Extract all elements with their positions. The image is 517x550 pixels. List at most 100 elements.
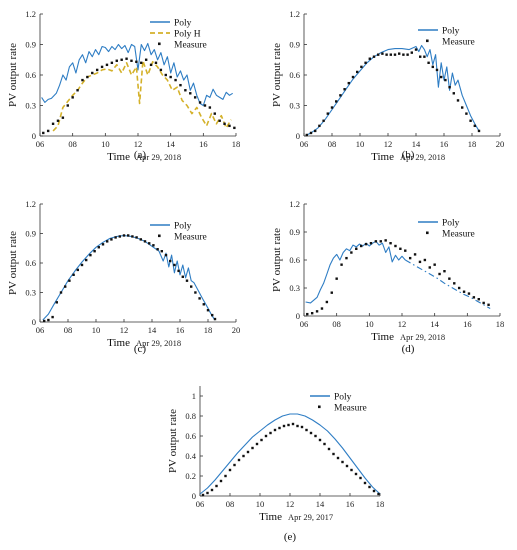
data-point xyxy=(64,285,67,288)
x-tick-label: 10 xyxy=(356,139,365,149)
y-tick-label: 0.9 xyxy=(25,229,36,239)
series-measure xyxy=(42,57,236,135)
legend-marker xyxy=(318,405,321,409)
y-tick-label: 0.6 xyxy=(289,70,300,80)
data-point xyxy=(260,438,263,442)
data-point xyxy=(184,89,187,92)
data-point xyxy=(340,263,343,266)
x-axis-label: Time xyxy=(259,511,282,523)
data-point xyxy=(448,277,451,280)
data-point xyxy=(131,235,134,238)
data-point xyxy=(202,303,205,306)
data-point xyxy=(206,491,209,495)
data-point xyxy=(120,58,123,61)
y-axis-label: PV output rate xyxy=(271,43,283,107)
series-poly xyxy=(305,240,406,304)
y-tick-label: 0.3 xyxy=(25,101,36,111)
data-point xyxy=(296,424,299,428)
legend-entry: Poly H xyxy=(174,30,201,40)
x-tick-label: 12 xyxy=(384,139,393,149)
data-point xyxy=(242,454,245,458)
series-line xyxy=(305,240,406,304)
data-point xyxy=(374,240,378,243)
y-tick-label: 0.3 xyxy=(289,283,300,293)
data-point xyxy=(95,68,99,72)
data-point xyxy=(477,298,480,301)
data-point xyxy=(173,263,176,267)
data-point xyxy=(385,53,388,56)
data-point xyxy=(269,431,272,435)
data-point xyxy=(350,251,353,254)
data-point xyxy=(355,247,358,250)
y-tick-label: 0 xyxy=(192,491,196,501)
data-point xyxy=(51,122,55,125)
x-tick-label: 14 xyxy=(316,499,325,509)
data-point xyxy=(330,106,334,109)
data-point xyxy=(86,75,89,79)
data-point xyxy=(482,301,485,305)
legend-entry: Poly xyxy=(174,222,192,232)
data-point xyxy=(42,131,45,135)
x-tick-label: 16 xyxy=(176,325,185,335)
data-point xyxy=(100,65,104,69)
data-point xyxy=(314,129,317,133)
legend-entry: Measure xyxy=(174,41,207,51)
data-point xyxy=(300,425,304,429)
data-point xyxy=(369,242,373,245)
data-point xyxy=(287,423,290,427)
y-tick-label: 0.4 xyxy=(185,451,196,461)
data-point xyxy=(404,249,407,252)
x-tick-label: 10 xyxy=(256,499,265,509)
data-point xyxy=(410,51,413,54)
data-point xyxy=(174,78,177,82)
date-annotation: Apr 29, 2018 xyxy=(136,152,181,162)
data-point xyxy=(130,59,133,62)
data-point xyxy=(435,68,439,72)
data-point xyxy=(179,83,182,87)
data-point xyxy=(160,250,163,253)
data-point xyxy=(393,53,397,56)
x-tick-label: 18 xyxy=(232,139,241,149)
data-point xyxy=(473,124,476,128)
data-point xyxy=(487,303,490,306)
data-point xyxy=(347,81,350,85)
data-point xyxy=(356,70,359,74)
legend-entry: Poly xyxy=(442,219,460,229)
data-point xyxy=(406,53,409,56)
chart-panel-c: 06 08 10 12 14 16 18 20 0 0.3 0.6 0.9 1.2 PV output r… xyxy=(7,199,240,355)
x-tick-label: 12 xyxy=(120,325,129,335)
data-point xyxy=(139,238,142,241)
data-point xyxy=(190,285,193,288)
series-poly xyxy=(306,44,480,136)
x-tick-label: 18 xyxy=(496,319,505,329)
data-point xyxy=(456,99,460,102)
data-point xyxy=(427,61,430,64)
x-tick-label: 14 xyxy=(148,325,157,335)
data-point xyxy=(291,422,295,426)
series-measure xyxy=(43,234,217,323)
x-tick-label: 10 xyxy=(365,319,374,329)
y-axis-label: PV output rate xyxy=(271,228,283,292)
series-line xyxy=(306,44,480,136)
series-measure xyxy=(201,422,380,497)
data-point xyxy=(223,122,226,125)
legend-entry: Poly xyxy=(442,27,460,37)
data-point xyxy=(389,242,392,245)
data-point xyxy=(327,447,331,451)
x-tick-label: 18 xyxy=(376,499,385,509)
legend-marker xyxy=(426,231,429,235)
data-point xyxy=(85,258,88,262)
x-tick-label: 10 xyxy=(92,325,101,335)
date-annotation: Apr 29, 2018 xyxy=(136,338,181,348)
series-measure xyxy=(306,239,490,316)
data-point xyxy=(97,246,100,249)
data-point xyxy=(140,61,143,64)
data-point xyxy=(68,279,71,282)
data-point xyxy=(228,468,232,472)
data-point xyxy=(368,485,371,489)
data-point xyxy=(345,464,349,468)
data-point xyxy=(359,476,362,480)
